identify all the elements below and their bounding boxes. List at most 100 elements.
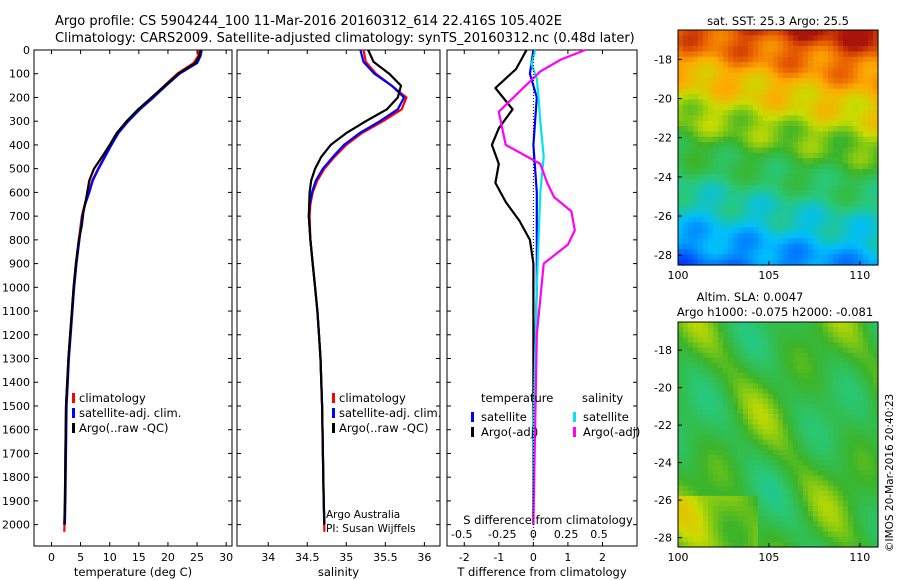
heatmap-cell xyxy=(833,490,839,497)
heatmap-cell xyxy=(723,62,729,68)
x-tick-label: 2 xyxy=(599,551,606,564)
y-tick-label: 0 xyxy=(23,44,30,57)
heatmap-cell xyxy=(778,147,784,154)
heatmap-cell xyxy=(748,337,754,343)
heatmap-cell xyxy=(853,190,859,197)
heatmap-cell xyxy=(803,342,809,349)
heatmap-cell xyxy=(758,362,764,369)
heatmap-cell xyxy=(753,238,759,245)
heatmap-cell xyxy=(873,104,879,111)
heatmap-cell xyxy=(698,414,704,420)
heatmap-cell xyxy=(823,254,829,261)
heatmap-cell xyxy=(723,184,729,191)
heatmap-cell xyxy=(758,403,764,410)
heatmap-cell xyxy=(723,131,729,138)
heatmap-cell xyxy=(793,131,799,138)
heatmap-cell xyxy=(738,56,744,63)
heatmap-cell xyxy=(748,490,754,497)
heatmap-cell xyxy=(748,414,754,420)
argo-credit: Argo Australia xyxy=(326,509,400,521)
heatmap-cell xyxy=(808,152,814,159)
heatmap-cell xyxy=(848,259,854,266)
heatmap-cell xyxy=(778,439,784,446)
heatmap-cell xyxy=(863,495,869,502)
heatmap-cell xyxy=(873,126,879,132)
heatmap-cell xyxy=(838,383,844,390)
heatmap-cell xyxy=(723,78,729,84)
heatmap-cell xyxy=(798,200,804,207)
heatmap-cell xyxy=(793,490,799,497)
heatmap-cell xyxy=(723,485,729,492)
heatmap-cell xyxy=(813,238,819,245)
heatmap-cell xyxy=(833,200,839,207)
heatmap-cell xyxy=(873,378,879,384)
heatmap-cell xyxy=(693,541,699,548)
heatmap-cell xyxy=(848,168,854,175)
heatmap-cell xyxy=(803,72,809,79)
heatmap-cell xyxy=(868,449,874,456)
heatmap-cell xyxy=(783,470,789,476)
heatmap-cell xyxy=(788,327,794,333)
heatmap-cell xyxy=(753,30,759,36)
heatmap-cell xyxy=(863,327,869,333)
heatmap-cell xyxy=(683,174,689,181)
heatmap-cell xyxy=(728,465,734,471)
heatmap-cell xyxy=(748,495,754,502)
heatmap-cell xyxy=(758,115,764,122)
heatmap-cell xyxy=(873,67,879,74)
heatmap-cell xyxy=(793,259,799,266)
heatmap-cell xyxy=(823,88,829,95)
heatmap-cell xyxy=(678,115,684,122)
heatmap-cell xyxy=(788,238,794,245)
heatmap-cell xyxy=(848,368,854,374)
heatmap-cell xyxy=(828,408,834,415)
heatmap-cell xyxy=(818,227,824,234)
heatmap-cell xyxy=(813,147,819,154)
heatmap-cell xyxy=(823,158,829,165)
heatmap-cell xyxy=(793,429,799,436)
heatmap-cell xyxy=(803,249,809,255)
heatmap-cell xyxy=(743,243,749,250)
heatmap-cell xyxy=(773,357,779,364)
heatmap-cell xyxy=(683,131,689,138)
heatmap-cell xyxy=(703,480,709,487)
heatmap-cell xyxy=(798,120,804,127)
heatmap-cell xyxy=(808,195,814,202)
heatmap-cell xyxy=(758,342,764,349)
heatmap-cell xyxy=(808,67,814,74)
heatmap-cell xyxy=(803,460,809,466)
heatmap-cell xyxy=(738,259,744,266)
heatmap-cell xyxy=(758,211,764,218)
heatmap-cell xyxy=(698,136,704,143)
heatmap-cell xyxy=(828,249,834,255)
heatmap-cell xyxy=(808,216,814,223)
heatmap-cell xyxy=(743,110,749,116)
top-tick-label: -0.5 xyxy=(451,528,472,541)
heatmap-cell xyxy=(683,480,689,487)
heatmap-cell xyxy=(858,368,864,374)
heatmap-cell xyxy=(723,444,729,451)
heatmap-cell xyxy=(753,449,759,456)
heatmap-cell xyxy=(743,511,749,517)
heatmap-cell xyxy=(728,332,734,338)
heatmap-cell xyxy=(763,115,769,122)
heatmap-cell xyxy=(743,419,749,425)
heatmap-cell xyxy=(698,378,704,384)
heatmap-cell xyxy=(743,46,749,52)
heatmap-cell xyxy=(728,94,734,100)
heatmap-cell xyxy=(853,104,859,111)
heatmap-cell xyxy=(818,83,824,90)
heatmap-cell xyxy=(698,327,704,333)
heatmap-cell xyxy=(758,190,764,197)
heatmap-cell xyxy=(838,184,844,191)
heatmap-cell xyxy=(863,516,869,522)
heatmap-cell xyxy=(733,449,739,456)
heatmap-cell xyxy=(688,531,694,538)
heatmap-cell xyxy=(748,357,754,364)
heatmap-cell xyxy=(738,506,744,512)
heatmap-cell xyxy=(718,179,724,186)
heatmap-cell xyxy=(723,254,729,261)
heatmap-cell xyxy=(828,322,834,328)
heatmap-cell xyxy=(863,388,869,395)
heatmap-cell xyxy=(728,136,734,143)
